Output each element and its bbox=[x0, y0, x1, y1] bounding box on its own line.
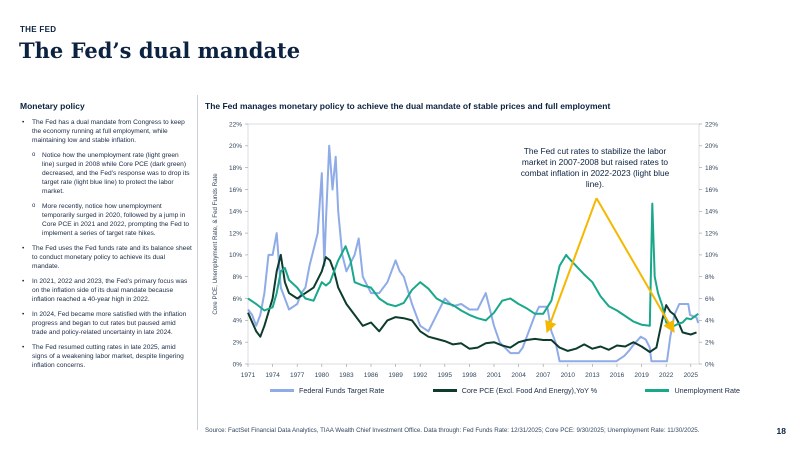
y-tick-label-right: 22% bbox=[705, 121, 718, 128]
bullet-item: The Fed resumed cutting rates in late 20… bbox=[20, 343, 192, 370]
x-tick-label: 1986 bbox=[364, 372, 379, 379]
annotation-arrow bbox=[545, 197, 598, 334]
x-tick-label: 2019 bbox=[634, 372, 649, 379]
source-note: Source: FactSet Financial Data Analytics… bbox=[205, 427, 700, 434]
x-tick-label: 1989 bbox=[388, 372, 403, 379]
y-tick-label-right: 16% bbox=[705, 187, 718, 194]
legend-item-unemployment: Unemployment Rate bbox=[645, 386, 740, 395]
plot-border bbox=[247, 123, 700, 365]
page-title: The Fed’s dual mandate bbox=[19, 38, 301, 63]
y-tick-label-right: 0% bbox=[705, 361, 715, 368]
y-tick-label: 4% bbox=[233, 318, 243, 325]
chart-area: 0% 0% 2% 2% 4% 4% 6% 6% 8% 8% 10% 10% 12% 12% 14% 14% 16… bbox=[212, 121, 718, 379]
x-tick-label: 1971 bbox=[241, 372, 256, 379]
page-number: 18 bbox=[776, 426, 786, 436]
x-tick-label: 2010 bbox=[561, 372, 576, 379]
sub-bullet-item: More recently, notice how unemployment t… bbox=[20, 202, 192, 238]
y-tick-label: 20% bbox=[229, 143, 242, 150]
x-tick-label: 1995 bbox=[438, 372, 453, 379]
y-tick-label: 8% bbox=[233, 274, 243, 281]
y-tick-label: 18% bbox=[229, 165, 242, 172]
x-tick-label: 2001 bbox=[487, 372, 502, 379]
series-line-core-pce bbox=[247, 253, 697, 353]
chart-title: The Fed manages monetary policy to achie… bbox=[205, 101, 611, 111]
legend-swatch bbox=[645, 389, 670, 392]
y-tick-label-right: 2% bbox=[705, 339, 715, 346]
y-tick-label-right: 10% bbox=[705, 252, 718, 259]
y-tick-label: 14% bbox=[229, 209, 242, 216]
section-tag: THE FED bbox=[20, 25, 57, 34]
x-tick-label: 1983 bbox=[339, 372, 354, 379]
y-tick-label: 2% bbox=[233, 339, 243, 346]
series-line-unemployment bbox=[247, 202, 699, 327]
left-panel-heading: Monetary policy bbox=[20, 101, 85, 111]
legend-item-fed-funds: Federal Funds Target Rate bbox=[270, 386, 384, 395]
legend-swatch bbox=[432, 389, 457, 392]
legend-label: Core PCE (Excl. Food And Energy),YoY % bbox=[461, 386, 598, 395]
x-tick-label: 2016 bbox=[610, 372, 625, 379]
y-tick-label: 16% bbox=[229, 187, 242, 194]
y-tick-label: 6% bbox=[233, 296, 243, 303]
legend-swatch bbox=[270, 389, 294, 392]
x-tick-label: 2007 bbox=[536, 372, 551, 379]
bullet-item: The Fed has a dual mandate from Congress… bbox=[20, 118, 192, 145]
legend-item-core-pce: Core PCE (Excl. Food And Energy),YoY % bbox=[432, 386, 598, 395]
panel-divider bbox=[197, 95, 198, 430]
x-tick-label: 2013 bbox=[585, 372, 600, 379]
y-tick-label: 10% bbox=[229, 252, 242, 259]
series-line-fed-funds bbox=[247, 144, 700, 363]
chart-legend: Federal Funds Target Rate Core PCE (Excl… bbox=[270, 386, 740, 395]
chart-annotation: The Fed cut rates to stabilize the labor… bbox=[520, 146, 670, 190]
left-panel: Monetary policy The Fed has a dual manda… bbox=[20, 101, 192, 376]
bullet-item: In 2021, 2022 and 2023, the Fed’s primar… bbox=[20, 277, 192, 304]
x-tick-label: 2025 bbox=[684, 372, 699, 379]
y-tick-label-right: 14% bbox=[705, 209, 718, 216]
y-tick-label: 0% bbox=[233, 361, 243, 368]
x-tick-label: 1992 bbox=[413, 372, 428, 379]
y-tick-label-right: 8% bbox=[705, 274, 715, 281]
y-tick-label: 12% bbox=[229, 230, 242, 237]
sub-bullet-item: Notice how the unemployment rate (light … bbox=[20, 151, 192, 196]
y-tick-label-right: 20% bbox=[705, 143, 718, 150]
y-tick-label-right: 18% bbox=[705, 165, 718, 172]
y-tick-label-right: 6% bbox=[705, 296, 715, 303]
legend-label: Unemployment Rate bbox=[674, 386, 740, 395]
bullet-item: In 2024, Fed became more satisfied with … bbox=[20, 310, 192, 337]
y-tick-label-right: 4% bbox=[705, 318, 715, 325]
bullet-list: The Fed has a dual mandate from Congress… bbox=[20, 118, 192, 370]
x-tick-label: 2004 bbox=[511, 372, 526, 379]
x-tick-label: 1980 bbox=[315, 372, 330, 379]
bullet-item: The Fed uses the Fed funds rate and its … bbox=[20, 244, 192, 271]
y-tick-label-right: 12% bbox=[705, 230, 718, 237]
x-tick-label: 1998 bbox=[462, 372, 477, 379]
y-axis-label: Core PCE, Unemployment Rate, & Fed Funds… bbox=[212, 173, 219, 315]
x-tick-label: 1974 bbox=[265, 372, 280, 379]
x-tick-label: 1977 bbox=[290, 372, 305, 379]
annotation-arrow bbox=[595, 197, 675, 334]
y-tick-label: 22% bbox=[229, 121, 242, 128]
legend-label: Federal Funds Target Rate bbox=[299, 386, 385, 395]
x-tick-label: 2022 bbox=[659, 372, 674, 379]
